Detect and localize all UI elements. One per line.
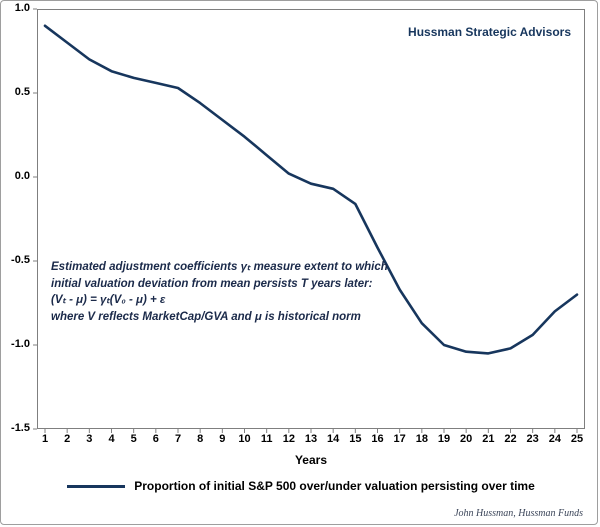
annotation-line: initial valuation deviation from mean pe… [51, 277, 373, 290]
x-tick-label: 2 [64, 433, 71, 445]
series-line [43, 24, 579, 355]
brand-title: Hussman Strategic Advisors [408, 25, 571, 39]
legend-line-swatch [67, 484, 126, 488]
annotation-block: Estimated adjustment coefficients γₜ mea… [51, 259, 388, 325]
annotation-line: where V reflects MarketCap/GVA and μ is … [51, 310, 361, 323]
y-tick-label: -0.5 [11, 254, 30, 266]
x-tick-label: 13 [304, 433, 318, 445]
y-axis-tick-labels: 1.0 0.5 0.0 -0.5 -1.0 -1.5 [1, 2, 32, 434]
x-tick-label: 8 [197, 433, 204, 445]
x-tick-label: 17 [393, 433, 406, 445]
y-tick-label: 0.0 [14, 170, 30, 182]
y-tick-label: -1.5 [11, 422, 30, 434]
plot-border [37, 9, 585, 429]
x-tick-label: 10 [238, 433, 251, 445]
x-tick-label: 24 [548, 433, 561, 445]
x-tick-label: 22 [504, 433, 517, 445]
x-tick-label: 15 [349, 433, 362, 445]
x-tick-label: 9 [219, 433, 226, 445]
annotation-line: Estimated adjustment coefficients γₜ mea… [51, 261, 388, 273]
x-axis-title: Years [294, 453, 328, 467]
annotation-line: (Vₜ - μ) = γₜ(V₀ - μ) + ε [51, 294, 166, 306]
axis-ticks [33, 8, 578, 433]
x-tick-label: 5 [130, 433, 137, 445]
x-tick-label: 20 [460, 433, 473, 445]
x-tick-label: 11 [260, 433, 273, 445]
x-tick-label: 21 [482, 433, 495, 445]
x-tick-label: 4 [108, 433, 115, 445]
legend: Proportion of initial S&P 500 over/under… [1, 479, 597, 493]
x-tick-label: 14 [327, 433, 340, 445]
x-tick-label: 25 [570, 433, 584, 445]
x-tick-label: 18 [415, 433, 428, 445]
x-tick-label: 6 [152, 433, 159, 445]
x-tick-label: 3 [86, 433, 93, 445]
plot-area [33, 8, 585, 433]
x-tick-label: 12 [282, 433, 295, 445]
plot-region [33, 8, 585, 433]
x-tick-label: 19 [437, 433, 451, 445]
y-tick-label: -1.0 [11, 338, 30, 350]
x-tick-label: 16 [371, 433, 384, 445]
attribution: John Hussman, Hussman Funds [454, 508, 583, 519]
x-tick-label: 23 [526, 433, 539, 445]
x-tick-label: 7 [174, 433, 182, 445]
x-axis-tick-labels: 1 2 3 4 5 6 7 8 9 10 11 12 13 14 15 16 17 18 19 20 21 22 23 24 2… [37, 433, 585, 447]
x-tick-label: 1 [41, 433, 49, 445]
y-tick-label: 1.0 [14, 2, 30, 14]
legend-label: Proportion of initial S&P 500 over/under… [134, 479, 535, 493]
y-tick-label: 0.5 [14, 86, 30, 98]
